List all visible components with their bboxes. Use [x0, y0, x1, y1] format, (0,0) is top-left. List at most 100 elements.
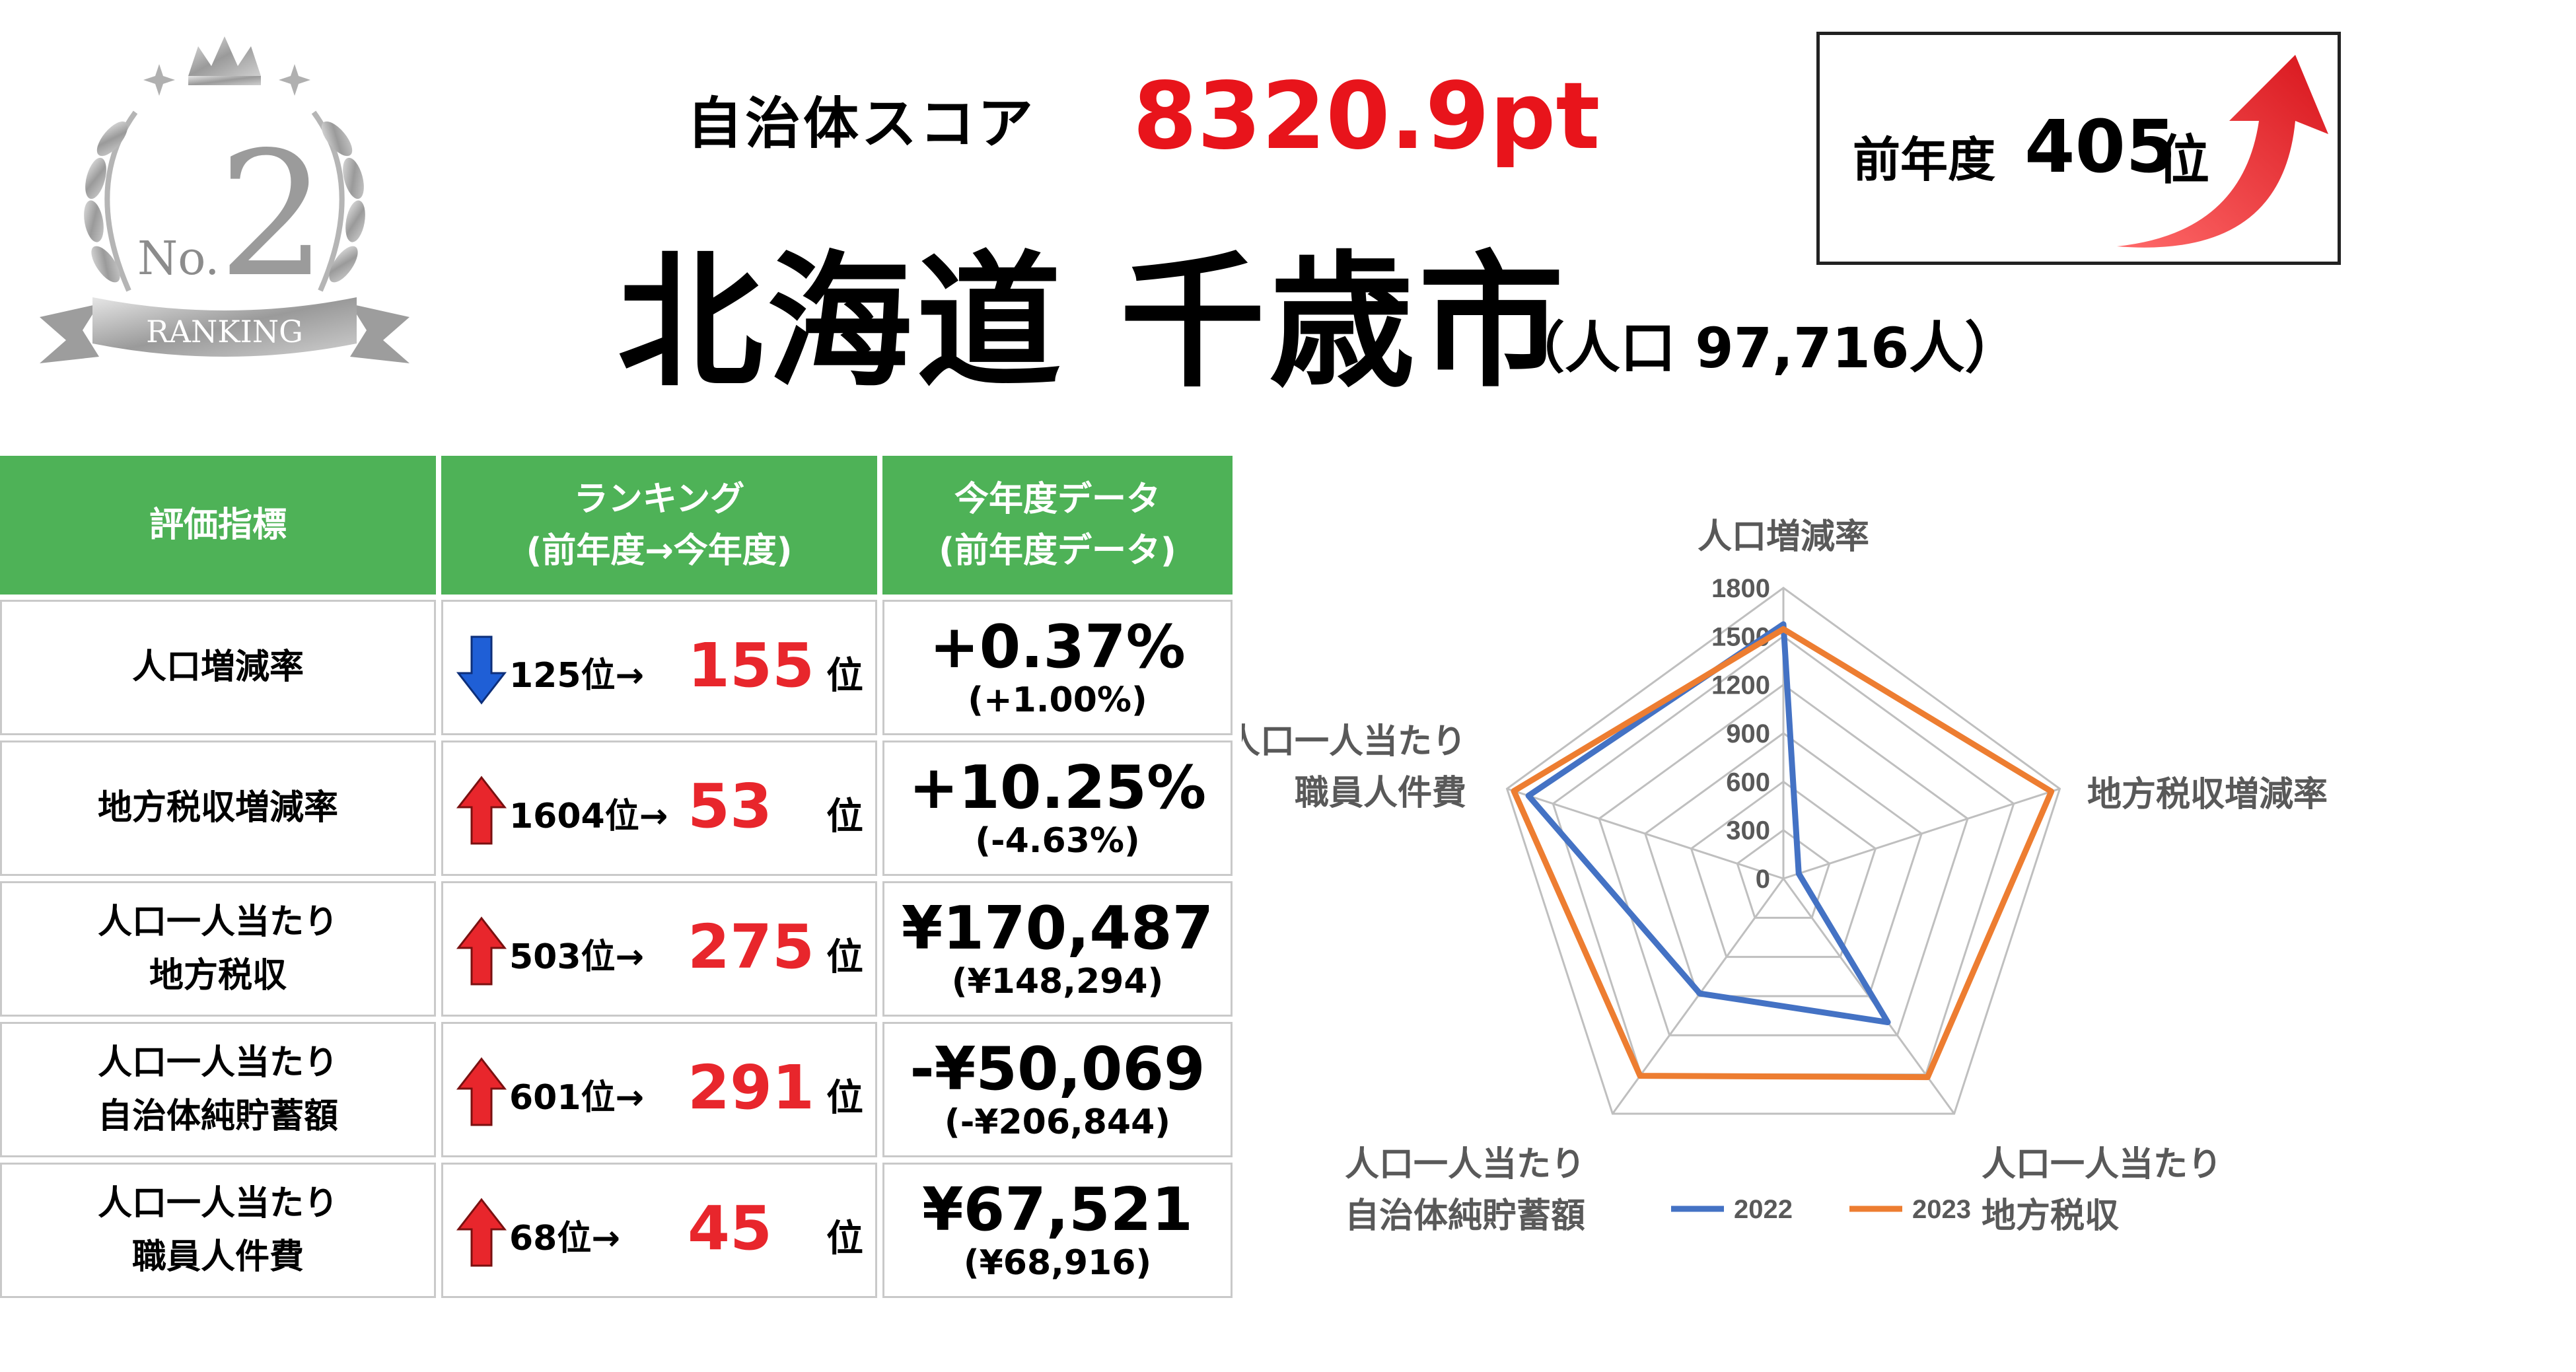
table-row-indicator: 人口増減率 [0, 600, 436, 735]
previous-year-rank-unit: 位 [2157, 129, 2209, 191]
radar-axis-label: 人口一人当たり [1242, 722, 1466, 762]
laurel-wreath-icon [84, 110, 365, 292]
indicator-line2: 職員人件費 [131, 1237, 304, 1277]
arrow-up-icon [456, 1057, 507, 1126]
badge-prefix: No. [137, 231, 219, 285]
legend-label: 2022 [1734, 1195, 1793, 1224]
arrow-up-icon [456, 916, 507, 985]
previous-rank: 125位→ [509, 655, 645, 696]
arrow-up-right-icon [2117, 55, 2328, 248]
radar-grid-ring [1736, 828, 1831, 919]
header-indicator: 評価指標 [0, 456, 436, 595]
table-row-indicator: 人口一人当たり 自治体純貯蓄額 [0, 1022, 436, 1157]
radar-point [1638, 1073, 1643, 1078]
rank-unit: 位 [826, 1076, 863, 1120]
badge-ribbon-text: RANKING [146, 314, 303, 349]
indicator-line1: 人口一人当たり [97, 902, 338, 942]
table-row-ranking: 503位→ 275 位 [441, 881, 877, 1017]
radar-grid-ring [1644, 732, 1923, 997]
radar-grid-ring [1505, 587, 2061, 1115]
arrow-up-icon [456, 1198, 507, 1266]
header-data-label: 今年度データ [954, 480, 1161, 519]
radar-point [1886, 1020, 1890, 1025]
radar-tick-label: 1800 [1711, 574, 1770, 603]
table-row-data: +10.25% (-4.63%) [882, 740, 1233, 876]
radar-tick-label: 300 [1726, 816, 1770, 846]
rank-unit: 位 [826, 1217, 863, 1260]
arrow-down-icon [456, 635, 507, 704]
previous-rank: 601位→ [509, 1077, 645, 1118]
current-rank: 155 [688, 630, 815, 701]
radar-tick-label: 0 [1756, 865, 1770, 894]
table-row-data: +0.37% (+1.00%) [882, 600, 1233, 735]
radar-point [1925, 1075, 1930, 1079]
radar-axis-label: 地方税収増減率 [2087, 775, 2328, 814]
previous-value: (+1.00%) [968, 680, 1147, 720]
radar-axis-label: 人口一人当たり [1345, 1145, 1585, 1184]
radar-tick-label: 900 [1726, 719, 1770, 748]
table-row-data: ¥170,487 (¥148,294) [882, 881, 1233, 1017]
header-ranking-label: ランキング [573, 480, 745, 519]
header-data: 今年度データ (前年度データ) [882, 456, 1233, 595]
current-rank: 53 [688, 770, 773, 842]
radar-point [1797, 871, 1801, 876]
page-title: 北海道 千歳市 [618, 238, 1568, 407]
indicator-line1: 人口増減率 [131, 647, 304, 688]
crown-icon [188, 36, 261, 85]
radar-axis-label: 地方税収 [1982, 1196, 2119, 1236]
current-value: ¥67,521 [922, 1174, 1193, 1245]
radar-point [1698, 992, 1702, 996]
current-rank: 45 [688, 1192, 773, 1264]
radar-point [1781, 627, 1785, 632]
indicator-line1: 地方税収増減率 [97, 788, 338, 828]
ribbon-icon [40, 297, 410, 363]
previous-value: (-4.63%) [975, 820, 1140, 861]
table-row-ranking: 68位→ 45 位 [441, 1163, 877, 1298]
population-text: （人口 97,716人） [1509, 316, 2021, 380]
current-value: +10.25% [908, 752, 1207, 822]
current-rank: 291 [688, 1052, 815, 1123]
header-indicator-label: 評価指標 [149, 505, 287, 545]
indicator-line1: 人口一人当たり [97, 1042, 338, 1083]
radar-tick-label: 600 [1726, 768, 1770, 797]
radar-axis-label: 自治体純貯蓄額 [1345, 1196, 1585, 1236]
radar-spoke [1783, 787, 2060, 880]
indicator-line2: 地方税収 [149, 955, 287, 995]
sparkle-icon [143, 64, 310, 96]
radar-grid-ring [1598, 683, 1969, 1036]
radar-chart: 0300600900120015001800人口増減率地方税収増減率人口一人当た… [1242, 517, 2328, 1236]
rank-unit: 位 [826, 935, 863, 979]
previous-rank: 503位→ [509, 937, 645, 977]
previous-year-label: 前年度 [1853, 132, 1996, 188]
legend-label: 2023 [1912, 1195, 1971, 1224]
radar-series-line [1525, 621, 1891, 1026]
radar-spoke [1507, 787, 1784, 880]
previous-rank: 1604位→ [509, 796, 668, 836]
table-row-ranking: 1604位→ 53 位 [441, 740, 877, 876]
table-row-data: ¥67,521 (¥68,916) [882, 1163, 1233, 1298]
radar-point [2049, 789, 2054, 794]
table-row-indicator: 人口一人当たり 職員人件費 [0, 1163, 436, 1298]
previous-value: (-¥206,844) [944, 1102, 1171, 1142]
current-value: ¥170,487 [901, 893, 1214, 963]
rank-unit: 位 [826, 654, 863, 698]
previous-value: (¥148,294) [951, 961, 1164, 1001]
table-row-indicator: 地方税収増減率 [0, 740, 436, 876]
indicator-line2: 自治体純貯蓄額 [97, 1096, 338, 1136]
table-row-indicator: 人口一人当たり 地方税収 [0, 881, 436, 1017]
ranking-badge: No. 2 RANKING [40, 36, 410, 363]
previous-rank-box: 前年度 405 位 [1816, 32, 2341, 265]
radar-point [1781, 622, 1785, 626]
radar-series-line [1511, 626, 2055, 1081]
radar-tick-label: 1200 [1711, 671, 1770, 700]
score-value: 8320.9pt [1133, 63, 1600, 170]
radar-axis-label: 人口増減率 [1698, 517, 1869, 557]
radar-grid-ring [1690, 780, 1877, 958]
header-data-sub: (前年度データ) [939, 531, 1176, 571]
table-row-data: -¥50,069 (-¥206,844) [882, 1022, 1233, 1157]
previous-value: (¥68,916) [963, 1243, 1152, 1283]
radar-point [1511, 789, 1516, 793]
current-rank: 275 [688, 911, 815, 982]
current-value: -¥50,069 [910, 1034, 1205, 1104]
rank-unit: 位 [826, 795, 863, 838]
